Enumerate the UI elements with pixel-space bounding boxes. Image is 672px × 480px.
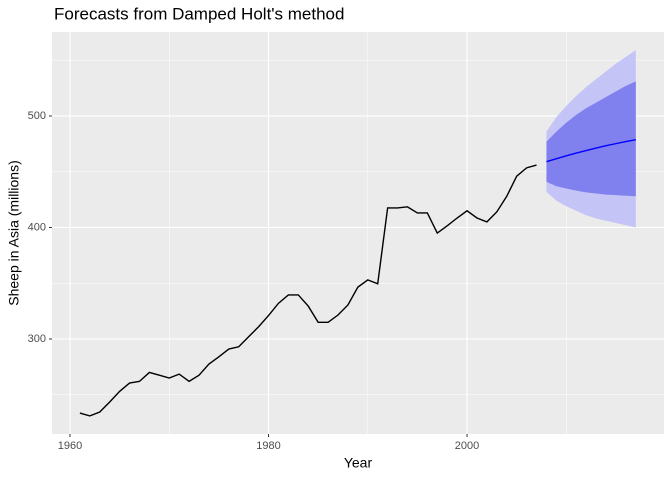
series-line bbox=[79, 164, 537, 417]
plot-panel bbox=[52, 32, 664, 434]
y-tick-label: 300 bbox=[28, 333, 46, 345]
prediction-interval bbox=[546, 81, 636, 197]
chart-title: Forecasts from Damped Holt's method bbox=[54, 4, 344, 23]
y-axis-label: Sheep in Asia (millions) bbox=[6, 160, 22, 306]
series-line bbox=[546, 139, 636, 163]
x-tick-label: 2000 bbox=[455, 440, 479, 452]
y-tick-label: 500 bbox=[28, 110, 46, 122]
x-tick-label: 1980 bbox=[256, 440, 280, 452]
x-axis-label: Year bbox=[344, 455, 373, 471]
x-tick-label: 1960 bbox=[58, 440, 82, 452]
y-tick-label: 400 bbox=[28, 221, 46, 233]
